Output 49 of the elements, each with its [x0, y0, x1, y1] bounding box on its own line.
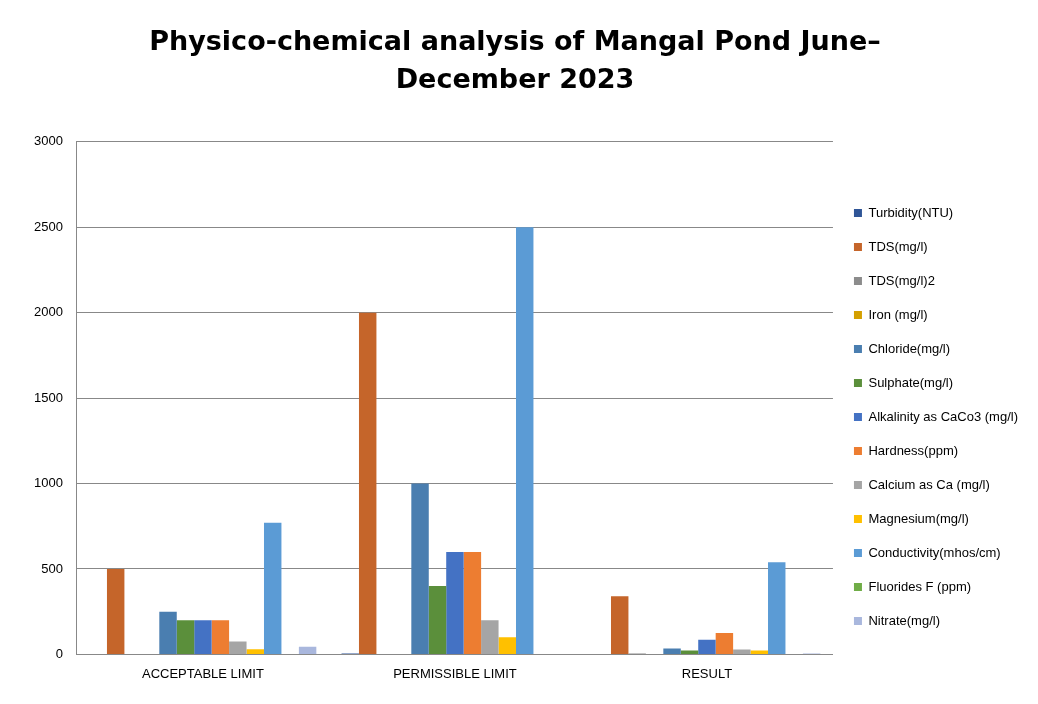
bar	[246, 649, 264, 654]
legend-label: Chloride(mg/l)	[868, 340, 951, 356]
bar	[715, 633, 734, 654]
legend-label: Nitrate(mg/l)	[868, 612, 940, 628]
y-tick-label: 2500	[34, 218, 63, 234]
legend-label: Hardness(ppm)	[868, 442, 959, 458]
bar	[481, 620, 499, 654]
chart-title: Physico-chemical analysis of Mangal Pond June–December 2023	[148, 24, 882, 96]
bar	[298, 646, 317, 654]
bar	[610, 596, 629, 654]
bar	[263, 522, 282, 654]
x-tick-label: ACCEPTABLE LIMIT	[142, 665, 264, 681]
bar	[194, 620, 212, 654]
bar	[411, 483, 429, 654]
legend-label: Turbidity(NTU)	[868, 204, 954, 220]
bar	[698, 639, 716, 654]
x-tick-label: RESULT	[681, 665, 733, 681]
x-tick-label: PERMISSIBLE LIMIT	[393, 665, 517, 681]
bar	[680, 650, 699, 654]
y-tick-label: 2000	[34, 304, 63, 320]
legend-label: Fluorides F (ppm)	[868, 578, 972, 594]
bar	[229, 641, 247, 654]
legend-label: Iron (mg/l)	[868, 306, 928, 322]
bar	[358, 312, 377, 654]
legend-label: TDS(mg/l)	[868, 238, 928, 254]
bar	[176, 620, 195, 654]
bar	[446, 551, 464, 654]
y-tick-label: 0	[55, 645, 63, 661]
bar	[106, 568, 125, 654]
legend-label: TDS(mg/l)2	[868, 272, 935, 288]
bar	[211, 620, 230, 654]
bar	[516, 227, 534, 654]
y-tick-label: 500	[41, 560, 63, 576]
bar	[498, 637, 516, 654]
legend-label: Conductivity(mhos/cm)	[868, 544, 1001, 560]
legend-label: Calcium as Ca (mg/l)	[868, 476, 990, 492]
bar	[768, 562, 786, 654]
bar	[733, 649, 751, 654]
legend-label: Alkalinity as CaCo3 (mg/l)	[868, 408, 1018, 424]
y-tick-label: 3000	[34, 133, 63, 149]
bar	[750, 650, 769, 654]
bar	[428, 586, 447, 654]
y-tick-label: 1500	[34, 389, 63, 405]
y-tick-label: 1000	[34, 475, 63, 491]
bar	[159, 611, 177, 654]
bar	[463, 551, 482, 654]
legend-label: Magnesium(mg/l)	[868, 510, 969, 526]
bar	[663, 648, 681, 654]
legend-label: Sulphate(mg/l)	[868, 374, 953, 390]
